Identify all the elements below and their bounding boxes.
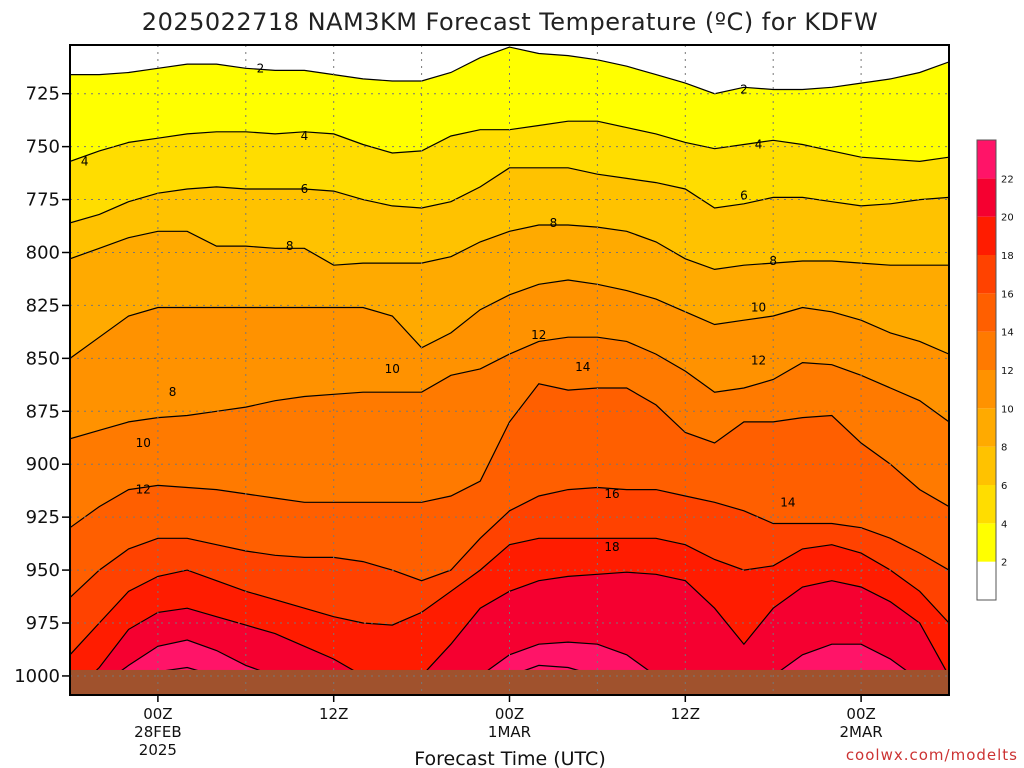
colorbar-swatch (977, 331, 996, 370)
y-tick-label: 900 (26, 454, 60, 475)
colorbar-tick-label: 22 (1001, 174, 1014, 185)
colorbar-swatch (977, 140, 996, 179)
colorbar-swatch (977, 178, 996, 217)
colorbar-tick-label: 20 (1001, 213, 1014, 224)
contour-label: 14 (575, 360, 590, 374)
colorbar-frame (976, 139, 997, 601)
colorbar-swatch (977, 485, 996, 524)
colorbar-tick-label: 14 (1001, 328, 1014, 339)
colorbar-swatch (977, 446, 996, 485)
isotherm-line-18 (70, 537, 949, 656)
chart-title: 2025022718 NAM3KM Forecast Temperature (… (142, 8, 878, 36)
x-tick-label: 00Z (846, 705, 875, 723)
isotherm-line-2 (70, 46, 949, 95)
y-tick-label: 925 (26, 507, 60, 528)
contour-label: 16 (604, 487, 619, 501)
y-tick-label: 975 (26, 613, 60, 634)
y-tick-label: 1000 (14, 666, 60, 687)
colorbar-tick-label: 2 (1001, 558, 1007, 569)
contour-label: 4 (755, 138, 763, 152)
x-tick-year: 2025 (139, 741, 177, 759)
isotherm-line-6 (70, 167, 949, 224)
colorbar: 2 4 6 8 10 12 14 16 18 20 22 (976, 139, 1014, 601)
x-tick-date: 1MAR (488, 723, 531, 741)
contour-label: 8 (769, 254, 777, 268)
x-axis-label: Forecast Time (UTC) (414, 748, 605, 768)
contour-label: 12 (531, 328, 546, 342)
contour-label: 14 (780, 495, 795, 509)
y-axis: 725 750 775 800 825 850 875 900 925 950 975 1000 (14, 84, 70, 687)
colorbar-swatch (977, 293, 996, 332)
colorbar-swatch (977, 255, 996, 294)
contour-label: 10 (751, 301, 766, 315)
y-tick-label: 850 (26, 348, 60, 369)
plot-area: 2 2 4 4 4 6 6 8 8 8 8 10 10 10 12 12 12 14 14 16 18 (69, 44, 950, 696)
isotherm-line-14 (70, 383, 949, 529)
contour-label: 12 (751, 353, 766, 367)
colorbar-swatch (977, 408, 996, 447)
contour-label: 2 (257, 61, 265, 75)
colorbar-swatch (977, 561, 996, 600)
x-tick-date: 28FEB (134, 723, 181, 741)
credit-text: coolwx.com/modelts (846, 746, 1018, 764)
y-tick-label: 775 (26, 190, 60, 211)
colorbar-tick-label: 4 (1001, 519, 1007, 530)
colorbar-swatch (977, 370, 996, 409)
isotherm-line-8 (70, 224, 949, 271)
x-tick-label: 12Z (319, 705, 348, 723)
isotherm-line-16 (70, 486, 949, 599)
contour-label: 4 (81, 154, 89, 168)
y-tick-label: 950 (26, 560, 60, 581)
colorbar-tick-label: 10 (1001, 404, 1014, 415)
contour-label: 18 (604, 540, 619, 554)
y-tick-label: 750 (26, 137, 60, 158)
colorbar-tick-label: 16 (1001, 289, 1014, 300)
colorbar-tick-label: 6 (1001, 481, 1007, 492)
x-tick-label: 00Z (143, 705, 172, 723)
colorbar-swatch (977, 216, 996, 255)
y-tick-label: 875 (26, 401, 60, 422)
x-tick-label: 12Z (671, 705, 700, 723)
y-tick-label: 725 (26, 84, 60, 105)
contour-label: 8 (169, 385, 177, 399)
colorbar-tick-label: 18 (1001, 251, 1014, 262)
temperature-band-11 (70, 640, 949, 695)
isotherm-line-10 (70, 279, 949, 359)
contour-label: 10 (385, 362, 400, 376)
colorbar-swatch (977, 523, 996, 562)
contour-label: 10 (136, 436, 151, 450)
contour-label: 8 (550, 216, 558, 230)
contour-label: 6 (301, 182, 309, 196)
y-tick-label: 825 (26, 295, 60, 316)
contour-label: 6 (740, 188, 748, 202)
x-tick-date: 2MAR (840, 723, 883, 741)
colorbar-tick-label: 8 (1001, 443, 1007, 454)
y-tick-label: 800 (26, 242, 60, 263)
contour-label: 4 (301, 129, 309, 143)
contour-label: 8 (286, 239, 294, 253)
contour-label: 12 (136, 483, 151, 497)
contour-label: 2 (740, 82, 748, 96)
x-tick-label: 00Z (495, 705, 524, 723)
colorbar-tick-label: 12 (1001, 366, 1014, 377)
